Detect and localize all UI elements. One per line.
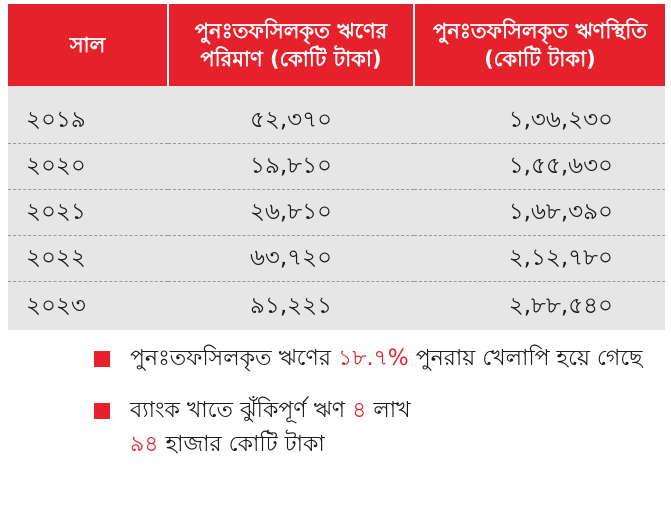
table-row: ২০২০ ১৯,৮১০ ১,৫৫,৬৩০ [8, 143, 665, 190]
column-header-year: সাল [8, 4, 168, 86]
square-bullet-icon [94, 403, 110, 419]
year-cell: ২০২০ [8, 143, 168, 190]
note-highlight: ৯৪ [130, 432, 159, 457]
table-row: ২০১৯ ৫২,৩৭০ ১,৩৬,২৩০ [8, 98, 665, 144]
table-top-padding [8, 86, 665, 98]
rescheduled-amount-cell: ২৬,৮১০ [168, 189, 414, 236]
rescheduled-amount-cell: ১৯,৮১০ [168, 143, 414, 190]
notes-list: পুনঃতফসিলকৃত ঋণের ১৮.৭% পুনরায় খেলাপি হ… [94, 342, 654, 462]
square-bullet-icon [94, 351, 110, 367]
note-risky-loans: ব্যাংক খাতে ঝুঁকিপূর্ণ ঋণ ৪ লাখ ৯৪ হাজার… [94, 394, 654, 462]
table-header-row: সাল পুনঃতফসিলকৃত ঋণের পরিমাণ (কোটি টাকা)… [8, 4, 665, 86]
column-header-outstanding: পুনঃতফসিলকৃত ঋণস্থিতি (কোটি টাকা) [413, 4, 665, 86]
outstanding-cell: ১,৬৮,৩৯০ [414, 189, 665, 236]
note-text: পুনরায় খেলাপি হয়ে গেছে [408, 346, 643, 371]
note-text: লাখ [366, 398, 411, 423]
note-text: ব্যাংক খাতে ঝুঁকিপূর্ণ ঋণ [130, 398, 353, 423]
note-text: হাজার কোটি টাকা [158, 432, 325, 457]
outstanding-cell: ২,৮৮,৫৪০ [414, 281, 665, 330]
year-cell: ২০২৩ [8, 281, 168, 330]
column-header-rescheduled-amount: পুনঃতফসিলকৃত ঋণের পরিমাণ (কোটি টাকা) [167, 4, 414, 86]
rescheduled-loans-table: সাল পুনঃতফসিলকৃত ঋণের পরিমাণ (কোটি টাকা)… [8, 4, 665, 330]
table-row: ২০২২ ৬৩,৭২০ ২,১২,৭৮০ [8, 235, 665, 282]
table-row: ২০২১ ২৬,৮১০ ১,৬৮,৩৯০ [8, 189, 665, 236]
year-cell: ২০২২ [8, 235, 168, 282]
note-redefault: পুনঃতফসিলকৃত ঋণের ১৮.৭% পুনরায় খেলাপি হ… [94, 342, 654, 376]
outstanding-cell: ১,৩৬,২৩০ [414, 98, 665, 144]
rescheduled-amount-cell: ৯১,২২১ [168, 281, 414, 330]
outstanding-cell: ১,৫৫,৬৩০ [414, 143, 665, 190]
table-row: ২০২৩ ৯১,২২১ ২,৮৮,৫৪০ [8, 281, 665, 330]
note-text: পুনঃতফসিলকৃত ঋণের [130, 346, 338, 371]
outstanding-cell: ২,১২,৭৮০ [414, 235, 665, 282]
note-highlight: ১৮.৭% [337, 346, 409, 371]
year-cell: ২০১৯ [8, 98, 168, 144]
note-highlight: ৪ [352, 398, 367, 423]
rescheduled-amount-cell: ৫২,৩৭০ [168, 98, 414, 144]
year-cell: ২০২১ [8, 189, 168, 236]
rescheduled-amount-cell: ৬৩,৭২০ [168, 235, 414, 282]
